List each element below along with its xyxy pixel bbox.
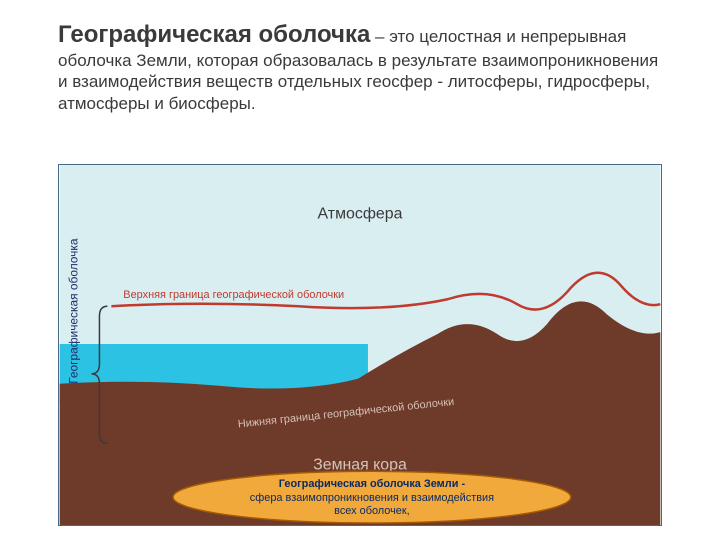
side-label: Географическая оболочка [67, 238, 81, 384]
callout-line-2: сфера взаимопроникновения и взаимодейств… [250, 492, 494, 504]
upper-boundary-label: Верхняя граница географической оболочки [123, 289, 344, 301]
diagram-svg: Географическая оболочка Атмосфера Верхня… [59, 165, 661, 525]
page-root: Географическая оболочка – это целостная … [0, 0, 720, 540]
atmosphere-label: Атмосфера [318, 206, 403, 223]
diagram-frame: Географическая оболочка Атмосфера Верхня… [58, 164, 662, 526]
header-paragraph: Географическая оболочка – это целостная … [58, 20, 664, 114]
callout-line-1: Географическая оболочка Земли - [279, 478, 466, 490]
header-term: Географическая оболочка [58, 21, 370, 48]
callout-line-3: всех оболочек, [334, 505, 410, 517]
